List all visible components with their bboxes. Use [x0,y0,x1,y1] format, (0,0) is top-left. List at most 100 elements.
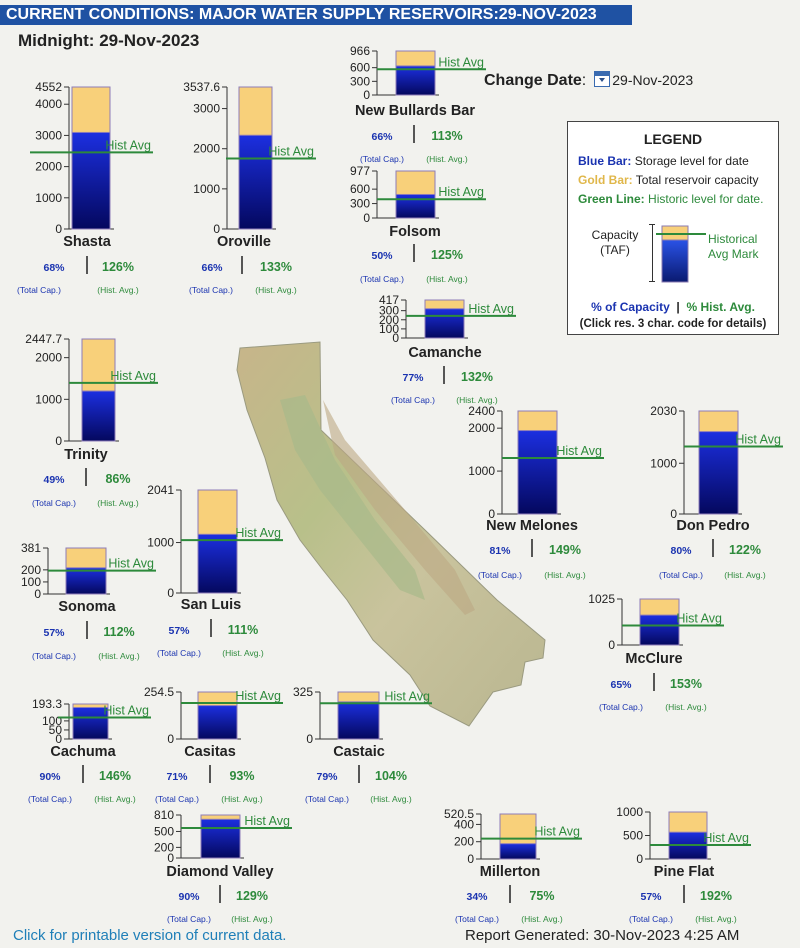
legend-blue-key: Blue Bar: [578,154,632,168]
total-cap-caption: (Total Cap.) [189,285,233,295]
tick-label: 966 [350,44,370,58]
hist-avg-label: Hist Avg [556,444,602,458]
legend-hist-mark-1: Historical [708,232,758,246]
total-cap-caption: (Total Cap.) [659,570,703,580]
tick-label: 0 [167,732,174,746]
pct-hist-avg: 75% [529,889,554,903]
legend-gold: Gold Bar: Total reservoir capacity [578,173,759,187]
tick-label: 300 [350,74,370,88]
reservoir-name: Camanche [408,345,481,361]
tick-label: 2000 [35,160,62,174]
pct-hist-avg: 146% [99,769,131,783]
california-map [236,341,546,727]
tick-label: 200 [379,313,399,327]
page-title: CURRENT CONDITIONS: MAJOR WATER SUPPLY R… [0,5,632,25]
tick-label: 381 [21,541,41,555]
storage-bar [197,533,238,594]
hist-avg-caption: (Hist. Avg.) [255,285,297,295]
tick-label: 0 [34,587,41,601]
reservoir-name: Shasta [63,234,111,250]
tick-label: 0 [55,732,62,746]
pct-hist-avg: 133% [260,260,292,274]
legend-blue: Blue Bar: Storage level for date [578,154,749,168]
pct-hist-avg: 192% [700,889,732,903]
reservoir-trinity: 0 1000 2000 2447.7 Hist Avg Trinity 49% 86% (Tot… [25,332,158,508]
pct-hist-avg: 153% [670,677,702,691]
pct-hist-avg: 86% [105,472,130,486]
tick-label: 200 [454,835,474,849]
pct-hist-avg: 126% [102,260,134,274]
total-cap-caption: (Total Cap.) [455,914,499,924]
tick-label: 4000 [35,97,62,111]
tick-label: 0 [608,638,615,652]
legend-pct-hist: % Hist. Avg. [686,300,755,314]
tick-label: 0 [213,222,220,236]
pct-hist-avg: 111% [228,623,259,637]
legend-green: Green Line: Historic level for date. [578,192,763,206]
legend-title: LEGEND [643,131,703,147]
change-date-control[interactable]: Change Date: 29-Nov-2023 [484,71,694,89]
pct-hist-avg: 149% [549,543,581,557]
calendar-icon[interactable] [594,71,611,87]
legend-green-text: Historic level for date. [648,192,764,206]
legend-hist-mark-2: Avg Mark [708,247,759,261]
tick-label: 2447.7 [25,332,62,346]
pct-hist-avg: 112% [103,625,134,639]
hist-avg-caption: (Hist. Avg.) [724,570,766,580]
hist-avg-label: Hist Avg [110,369,156,383]
change-date-value[interactable]: 29-Nov-2023 [612,72,694,88]
printable-version-link[interactable]: Click for printable version of current d… [13,927,287,944]
storage-bar [424,308,465,339]
pct-hist-avg: 122% [729,543,761,557]
storage-bar [71,131,111,230]
midnight-date: Midnight: 29-Nov-2023 [18,31,200,50]
tick-label: 1000 [650,456,677,470]
hist-avg-caption: (Hist. Avg.) [426,154,468,164]
reservoir-don-pedro: 0 1000 2030 Hist Avg Don Pedro 80% 122% (Total … [650,404,783,580]
storage-bar [639,614,680,646]
reservoir-name: New Melones [486,518,578,534]
legend-taf: (TAF) [600,243,630,257]
legend-separator: | [676,300,680,314]
reservoir-name: Oroville [217,234,271,250]
tick-label: 1000 [468,464,495,478]
tick-label: 417 [379,293,399,307]
legend-hist-mark: Historical Avg Mark [708,232,758,262]
storage-bar [395,193,436,219]
legend-click-note: (Click res. 3 char. code for details) [579,318,767,330]
tick-label: 50 [49,723,63,737]
legend-capacity-label: Capacity (TAF) [588,228,642,258]
reservoir-name: Trinity [64,447,108,463]
pct-capacity: 57% [640,891,662,903]
hist-avg-caption: (Hist. Avg.) [665,702,707,712]
legend-gold-key: Gold Bar: [578,173,633,187]
tick-label: 2000 [468,421,495,435]
pct-hist-avg: 129% [236,889,268,903]
hist-avg-label: Hist Avg [438,55,484,69]
tick-label: 600 [350,61,370,75]
tick-label: 100 [42,714,62,728]
storage-bar [200,818,241,859]
tick-label: 0 [306,732,313,746]
hist-avg-label: Hist Avg [105,138,151,152]
total-cap-caption: (Total Cap.) [157,648,201,658]
reservoir-name: Don Pedro [676,518,749,534]
tick-label: 0 [392,331,399,345]
reservoir-name: Cachuma [50,744,116,760]
hist-avg-caption: (Hist. Avg.) [521,914,563,924]
pct-capacity: 65% [610,679,632,691]
tick-label: 1000 [616,805,643,819]
pct-hist-avg: 125% [431,248,463,262]
tick-label: 600 [350,182,370,196]
storage-bar [395,65,436,96]
storage-bar [197,705,238,740]
hist-avg-caption: (Hist. Avg.) [97,285,139,295]
reservoir-name: Diamond Valley [166,864,273,880]
hist-avg-label: Hist Avg [676,611,722,625]
tick-label: 400 [454,817,474,831]
pct-capacity: 57% [43,627,65,639]
tick-label: 3537.6 [183,80,220,94]
tick-label: 254.5 [144,685,174,699]
